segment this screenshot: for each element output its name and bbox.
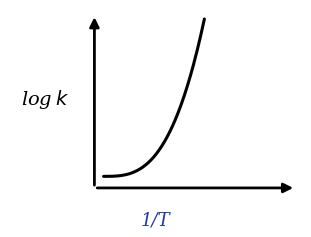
Text: log $k$: log $k$ xyxy=(21,88,69,111)
Text: 1/T: 1/T xyxy=(141,211,170,229)
